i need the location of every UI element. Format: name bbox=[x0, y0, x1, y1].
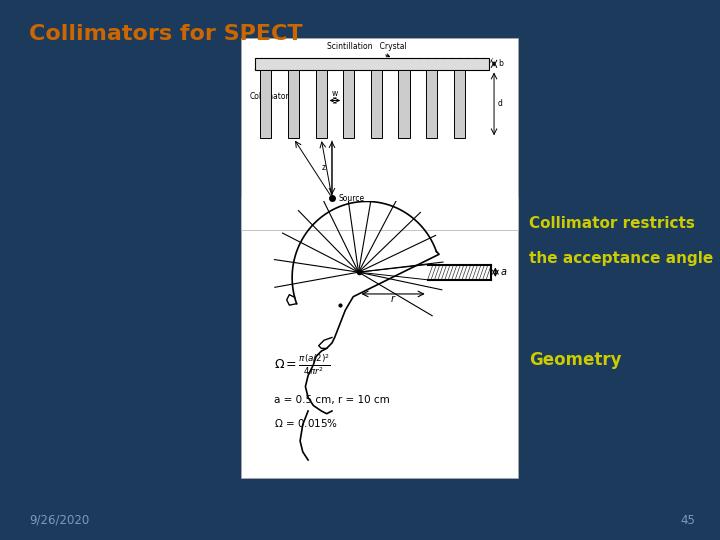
Bar bbox=[255, 58, 489, 70]
Text: Geometry: Geometry bbox=[529, 351, 621, 369]
Bar bbox=[454, 70, 465, 138]
Text: Scintillation   Crystal: Scintillation Crystal bbox=[327, 42, 406, 57]
Text: Collimator: Collimator bbox=[250, 92, 289, 102]
Text: z: z bbox=[321, 164, 325, 172]
Text: 9/26/2020: 9/26/2020 bbox=[29, 514, 89, 526]
Text: d: d bbox=[498, 99, 503, 109]
Bar bbox=[315, 70, 327, 138]
Text: Source: Source bbox=[338, 194, 365, 203]
Text: b: b bbox=[498, 59, 503, 69]
Text: a: a bbox=[500, 267, 507, 277]
Text: r: r bbox=[391, 294, 395, 304]
Text: the acceptance angle: the acceptance angle bbox=[529, 251, 714, 266]
Bar bbox=[371, 70, 382, 138]
Bar bbox=[241, 38, 518, 230]
Text: w: w bbox=[332, 89, 338, 98]
Bar bbox=[241, 197, 518, 478]
Bar bbox=[288, 70, 299, 138]
Bar bbox=[426, 70, 437, 138]
Text: a = 0.5 cm, r = 10 cm: a = 0.5 cm, r = 10 cm bbox=[274, 395, 390, 405]
Text: Collimator restricts: Collimator restricts bbox=[529, 216, 695, 231]
Text: $\Omega = \frac{\pi(a/2)^2}{4\pi r^2}$: $\Omega = \frac{\pi(a/2)^2}{4\pi r^2}$ bbox=[274, 352, 330, 377]
Text: $\Omega$ = 0.015%: $\Omega$ = 0.015% bbox=[274, 417, 338, 429]
Text: 45: 45 bbox=[680, 514, 695, 526]
Bar bbox=[343, 70, 354, 138]
Bar bbox=[260, 70, 271, 138]
Text: Collimators for SPECT: Collimators for SPECT bbox=[29, 24, 302, 44]
Bar bbox=[398, 70, 410, 138]
